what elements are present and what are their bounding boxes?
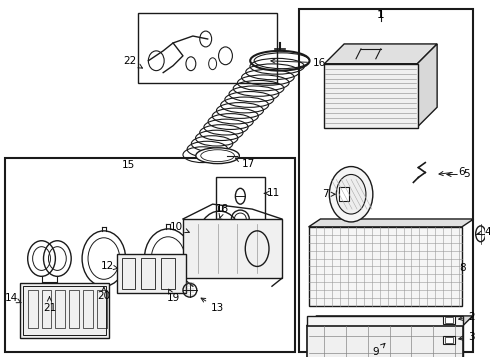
Text: 21: 21: [43, 297, 56, 313]
Bar: [23, 286, 106, 335]
Bar: [139, 13, 277, 82]
Text: 1: 1: [377, 10, 384, 20]
Ellipse shape: [336, 175, 366, 214]
Text: 8: 8: [460, 264, 466, 274]
Text: 9: 9: [372, 343, 385, 357]
Text: 15: 15: [122, 159, 135, 170]
Bar: [97, 290, 107, 328]
Text: 2: 2: [459, 312, 474, 322]
Bar: [445, 317, 453, 323]
Text: 11: 11: [264, 188, 280, 198]
Bar: [443, 336, 455, 343]
Bar: [339, 187, 349, 201]
Bar: [117, 253, 186, 293]
Bar: [216, 177, 265, 237]
Bar: [83, 290, 93, 328]
Polygon shape: [309, 219, 474, 227]
Text: 19: 19: [167, 289, 180, 303]
Bar: [307, 326, 463, 360]
Polygon shape: [417, 44, 437, 127]
Bar: [69, 290, 79, 328]
Text: 1: 1: [377, 10, 384, 20]
Bar: [28, 290, 38, 328]
Bar: [307, 316, 463, 360]
Text: 16: 16: [271, 58, 326, 68]
Bar: [142, 257, 155, 289]
Bar: [122, 257, 136, 289]
Ellipse shape: [196, 148, 239, 163]
Ellipse shape: [329, 167, 373, 222]
Text: 20: 20: [98, 287, 110, 301]
Bar: [324, 64, 418, 128]
Text: 5: 5: [447, 170, 469, 180]
Text: 22: 22: [123, 56, 143, 68]
Bar: [443, 316, 455, 324]
Text: 4: 4: [478, 227, 490, 237]
Text: 3: 3: [459, 332, 474, 342]
Text: 17: 17: [235, 158, 256, 168]
Text: 6: 6: [439, 167, 465, 176]
Polygon shape: [324, 44, 437, 64]
Bar: [445, 337, 453, 343]
Text: 13: 13: [201, 298, 224, 313]
Polygon shape: [307, 316, 473, 326]
Bar: [55, 290, 65, 328]
Text: 10: 10: [170, 222, 189, 233]
Text: 12: 12: [100, 261, 118, 271]
Bar: [183, 219, 282, 278]
Text: 14: 14: [4, 293, 21, 303]
Text: 7: 7: [322, 189, 335, 199]
Text: 18: 18: [216, 204, 229, 218]
Ellipse shape: [476, 226, 486, 242]
Bar: [5, 158, 294, 351]
Bar: [309, 227, 462, 306]
Bar: [20, 283, 109, 338]
Bar: [42, 290, 51, 328]
Bar: [161, 257, 175, 289]
Bar: [299, 9, 473, 351]
